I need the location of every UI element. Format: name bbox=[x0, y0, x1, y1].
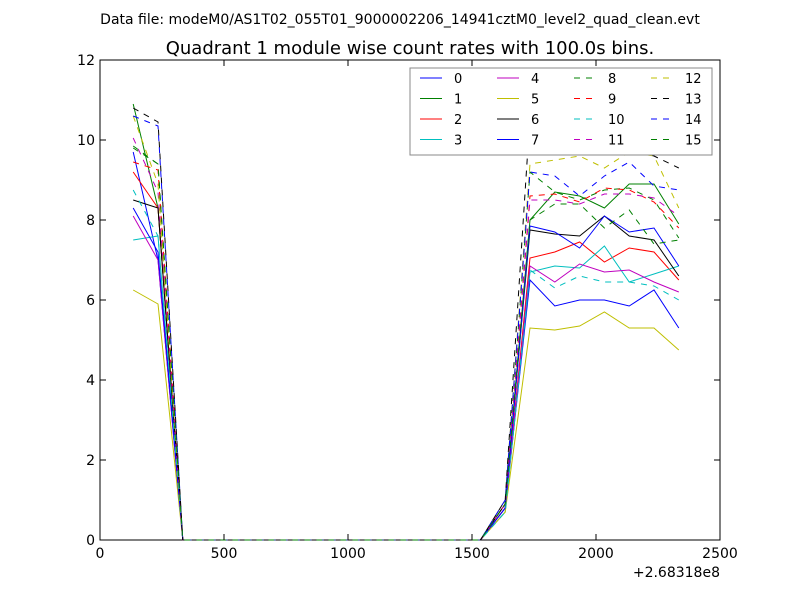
legend-label-1: 1 bbox=[454, 93, 462, 108]
legend-label-12: 12 bbox=[685, 72, 702, 87]
y-tick-label: 10 bbox=[77, 133, 95, 149]
y-tick-label: 6 bbox=[86, 293, 95, 309]
x-offset-label: +2.68318e8 bbox=[633, 565, 720, 581]
x-tick-label: 2000 bbox=[578, 546, 614, 562]
legend-label-3: 3 bbox=[454, 134, 462, 149]
legend-label-9: 9 bbox=[608, 93, 616, 108]
x-tick-label: 2500 bbox=[702, 546, 738, 562]
legend-label-10: 10 bbox=[608, 113, 625, 128]
series-line-9 bbox=[133, 161, 680, 541]
y-tick-label: 2 bbox=[86, 453, 95, 469]
chart-supertitle: Data file: modeM0/AS1T02_055T01_90000022… bbox=[100, 12, 700, 28]
legend-label-13: 13 bbox=[685, 93, 702, 108]
legend-label-14: 14 bbox=[685, 113, 702, 128]
legend-label-11: 11 bbox=[608, 134, 625, 149]
y-tick-label: 12 bbox=[77, 53, 95, 69]
legend-label-6: 6 bbox=[531, 113, 539, 128]
x-tick-label: 0 bbox=[96, 546, 105, 562]
y-tick-label: 0 bbox=[86, 533, 95, 549]
x-tick-label: 1500 bbox=[454, 546, 490, 562]
y-tick-label: 8 bbox=[86, 213, 95, 229]
legend-label-2: 2 bbox=[454, 113, 462, 128]
chart-title: Quadrant 1 module wise count rates with … bbox=[166, 38, 655, 59]
legend-label-4: 4 bbox=[531, 72, 539, 87]
legend-label-8: 8 bbox=[608, 72, 616, 87]
legend-label-15: 15 bbox=[685, 134, 702, 149]
legend-label-7: 7 bbox=[531, 134, 539, 149]
legend-frame bbox=[409, 67, 713, 156]
legend-label-0: 0 bbox=[454, 72, 462, 87]
legend-label-5: 5 bbox=[531, 93, 539, 108]
x-tick-label: 500 bbox=[211, 546, 238, 562]
x-tick-label: 1000 bbox=[330, 546, 366, 562]
y-tick-label: 4 bbox=[86, 373, 95, 389]
